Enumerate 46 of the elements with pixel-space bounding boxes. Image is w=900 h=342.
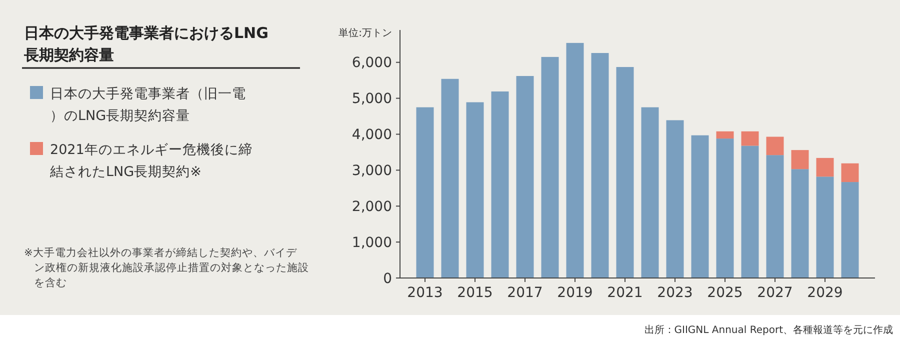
- text: ※大手電力会社以外の事業者が締結した契約や、バイデン政権の新規液化施設承認停止措置の対象となった施設を含む: [24, 246, 309, 289]
- legend-label: 日本の大手発電事業者（旧一電）のLNG長期契約容量: [50, 86, 246, 124]
- bar: [791, 169, 809, 278]
- bar: [716, 131, 734, 139]
- x-tick-label: 2015: [457, 285, 493, 301]
- y-tick-label: 3,000: [352, 163, 392, 180]
- x-tick-label: 2029: [807, 285, 843, 301]
- x-tick-label: 2027: [757, 285, 793, 301]
- x-tick-label: 2013: [407, 285, 443, 301]
- x-tick-label: 2021: [607, 285, 643, 301]
- y-tick-label: 6,000: [352, 55, 392, 72]
- x-tick-label: 2019: [557, 285, 593, 301]
- x-tick-label: 2025: [707, 285, 743, 301]
- bar: [641, 107, 659, 278]
- y-tick-label: 5,000: [352, 91, 392, 108]
- bar: [516, 76, 534, 278]
- bar: [716, 138, 734, 278]
- bar: [416, 107, 434, 278]
- bar: [766, 155, 784, 278]
- y-tick-label: 1,000: [352, 234, 392, 251]
- bar: [841, 163, 859, 182]
- bar: [766, 136, 784, 156]
- legend-label: 2021年のエネルギー危機後に締結されたLNG長期契約※: [49, 142, 252, 180]
- bar: [741, 131, 759, 146]
- bar: [491, 91, 509, 278]
- bar: [541, 56, 559, 278]
- x-tick-label: 2017: [507, 285, 543, 301]
- y-tick-label: 4,000: [352, 127, 392, 144]
- bar: [691, 135, 709, 278]
- bar: [816, 158, 834, 177]
- y-axis-title: 単位:万トン: [338, 27, 392, 39]
- x-tick-label: 2023: [657, 285, 693, 301]
- text: 出所：GIIGNL Annual Report、各種報道等を元に作成: [644, 324, 893, 336]
- y-tick-label: 0: [383, 270, 392, 287]
- bar: [591, 53, 609, 278]
- bar: [466, 102, 484, 278]
- bar: [816, 176, 834, 278]
- bar: [566, 42, 584, 278]
- bar: [441, 78, 459, 278]
- bar: [841, 182, 859, 278]
- bar: [616, 67, 634, 278]
- bar: [666, 120, 684, 278]
- bar: [791, 150, 809, 170]
- text: 日本の大手発電事業者におけるLNG長期契約容量: [23, 24, 268, 64]
- y-tick-label: 2,000: [352, 199, 392, 216]
- bar: [741, 146, 759, 278]
